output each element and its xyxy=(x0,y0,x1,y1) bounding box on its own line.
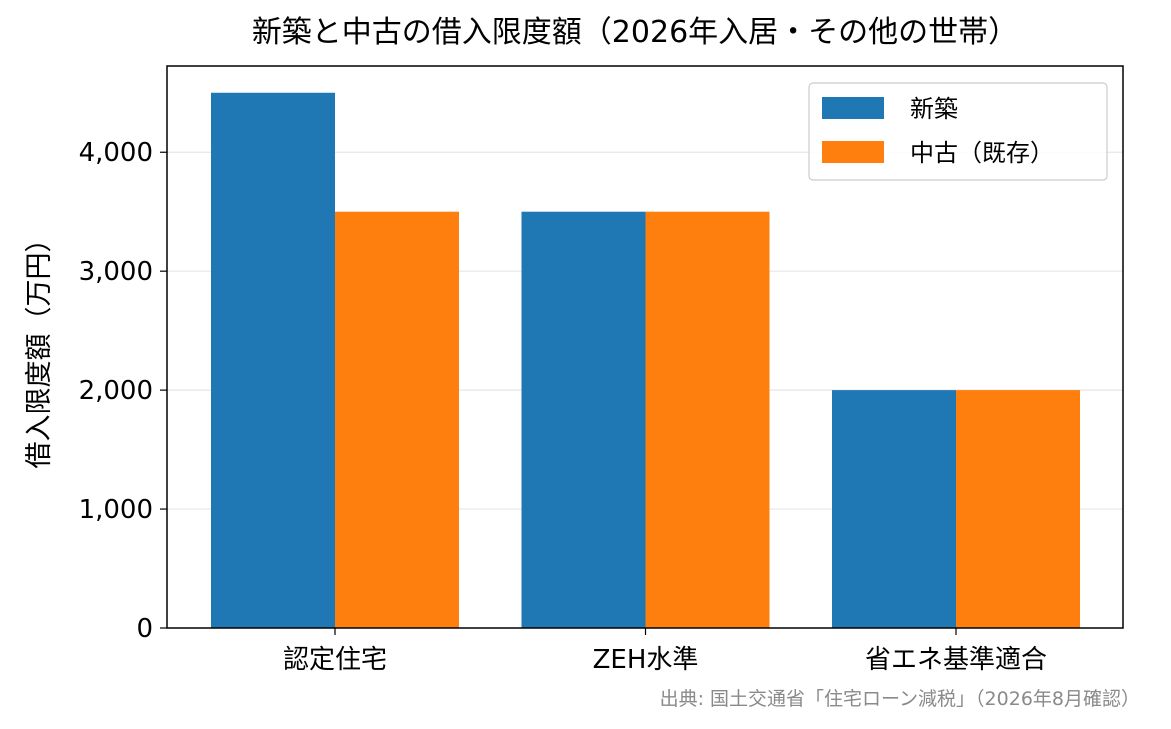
y-axis: 0 1,000 2,000 3,000 4,000 xyxy=(79,138,167,644)
bar xyxy=(956,390,1080,628)
source-note: 出典: 国土交通省「住宅ローン減税」（2026年8月確認） xyxy=(660,688,1140,710)
x-axis: 認定住宅 ZEH水準 省エネ基準適合 xyxy=(283,628,1047,675)
x-tick-label: 省エネ基準適合 xyxy=(865,645,1047,675)
bars xyxy=(211,92,1080,628)
bar xyxy=(335,211,459,628)
legend-swatch xyxy=(822,141,884,163)
bar xyxy=(645,211,770,628)
y-tick-label: 3,000 xyxy=(79,257,153,287)
y-tick-label: 0 xyxy=(136,614,153,644)
y-axis-label: 借入限度額（万円） xyxy=(24,226,55,469)
bar xyxy=(832,390,956,628)
chart-title: 新築と中古の借入限度額（2026年入居・その他の世帯） xyxy=(252,15,1018,50)
legend-swatch xyxy=(822,97,884,119)
x-tick-label: ZEH水準 xyxy=(593,645,699,675)
bar xyxy=(211,92,335,628)
x-tick-label: 認定住宅 xyxy=(283,645,387,675)
y-tick-label: 4,000 xyxy=(79,138,153,168)
legend-label: 新築 xyxy=(910,95,958,123)
y-tick-label: 1,000 xyxy=(79,495,153,525)
y-tick-label: 2,000 xyxy=(79,376,153,406)
legend-label: 中古（既存） xyxy=(910,139,1054,167)
bar xyxy=(521,211,646,628)
